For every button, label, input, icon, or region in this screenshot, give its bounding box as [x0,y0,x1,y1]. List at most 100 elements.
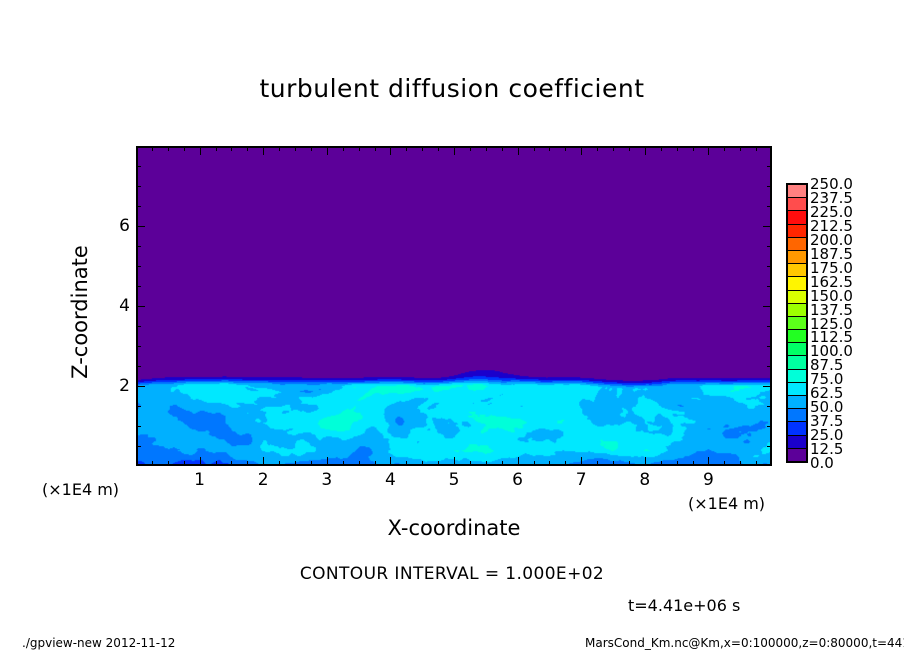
y-tick-right [767,326,772,327]
y-tick-right [767,206,772,207]
y-tick-right [767,346,772,347]
x-tick [375,461,376,466]
y-tick-right [767,426,772,427]
x-tick-top [359,146,360,151]
colorbar-band [788,198,806,212]
plot-area [136,146,772,466]
y-tick-right [767,446,772,447]
x-tick [359,461,360,466]
y-tick-right [767,166,772,167]
x-tick-top [549,146,550,151]
footer-command: ./gpview-new 2012-11-12 [22,636,176,650]
colorbar-tick-label: 125.0 [810,314,853,333]
colorbar-band [788,396,806,410]
colorbar-tick-label: 225.0 [810,202,853,221]
time-label: t=4.41e+06 s [628,596,741,615]
x-tick [708,457,709,466]
colorbar-tick-label: 200.0 [810,230,853,249]
x-tick [693,461,694,466]
colorbar-tick-label: 250.0 [810,175,853,193]
colorbar-band [788,211,806,225]
colorbar-band [788,303,806,317]
x-tick-top [613,146,614,151]
colorbar-tick-label: 187.5 [810,244,853,263]
y-tick [136,246,141,247]
x-tick-top [406,146,407,151]
x-tick [502,461,503,466]
x-tick-top [708,146,709,155]
colorbar-band [788,290,806,304]
colorbar-band [788,264,806,278]
x-tick-top [645,146,646,155]
y-tick [136,366,141,367]
x-tick-top [677,146,678,151]
colorbar-labels: 250.0 237.5 225.0 212.5 200.0 187.5 175.0 162.5… [810,177,880,471]
y-tick-right [767,286,772,287]
x-tick [518,457,519,466]
y-tick [136,346,141,347]
x-tick [438,461,439,466]
x-tick-top [375,146,376,151]
x-tick-label: 1 [194,470,205,490]
y-tick [136,166,141,167]
x-tick-top [327,146,328,155]
x-tick [216,461,217,466]
colorbar-band [788,224,806,238]
y-tick [136,406,141,407]
y-tick [136,426,141,427]
colorbar-tick-label: 25.0 [810,426,844,445]
colorbar-band [788,343,806,357]
y-tick-right [767,406,772,407]
colorbar-tick-label: 87.5 [810,356,844,375]
x-tick-top [661,146,662,151]
colorbar-tick-label: 75.0 [810,370,844,389]
x-tick-top [740,146,741,151]
x-tick [422,461,423,466]
y-tick [136,186,141,187]
x-tick-top [581,146,582,155]
x-tick [152,461,153,466]
x-tick-top [565,146,566,151]
x-tick-top [502,146,503,151]
y-tick [136,226,145,227]
colorbar-band [788,369,806,383]
x-tick [470,461,471,466]
y-tick-right [767,266,772,267]
x-tick-top [263,146,264,155]
x-tick-top [518,146,519,155]
x-tick [534,461,535,466]
colorbar-tick-label: 12.5 [810,440,844,459]
x-tick-top [486,146,487,151]
x-tick [311,461,312,466]
x-tick [565,461,566,466]
colorbar-tick-label: 62.5 [810,384,844,403]
x-tick [200,457,201,466]
x-tick [295,461,296,466]
x-tick-top [629,146,630,151]
x-tick [168,461,169,466]
x-tick-top [184,146,185,151]
x-tick-top [724,146,725,151]
colorbar-tick-label: 137.5 [810,300,853,319]
x-tick [724,461,725,466]
colorbar-band [788,356,806,370]
colorbar-tick-label: 237.5 [810,188,853,207]
x-tick-top [470,146,471,151]
y-tick [136,306,145,307]
x-tick-top [454,146,455,155]
colorbar-tick-label: 212.5 [810,216,853,235]
colorbar-band [788,185,806,199]
x-tick [581,457,582,466]
x-tick [597,461,598,466]
colorbar-tick-label: 162.5 [810,272,853,291]
x-tick-label: 8 [639,470,651,490]
x-tick [740,461,741,466]
x-tick [613,461,614,466]
colorbar-tick-label: 175.0 [810,258,853,277]
x-tick-top [247,146,248,151]
x-tick-top [390,146,391,155]
x-tick-top [422,146,423,151]
x-tick-label: 4 [384,470,396,490]
x-tick [486,461,487,466]
y-tick-label: 6 [119,216,130,236]
